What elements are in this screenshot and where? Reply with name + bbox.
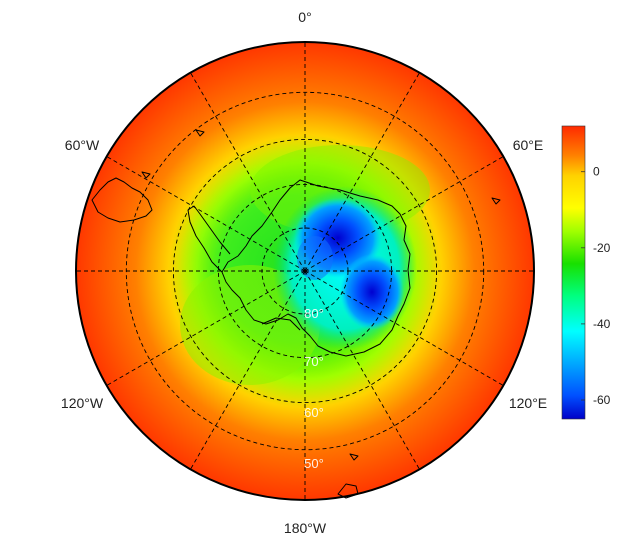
lon-label-180w: 180°W bbox=[284, 520, 327, 536]
antarctica-coastline bbox=[221, 179, 411, 357]
meridian-240 bbox=[106, 270, 306, 386]
colorbar-tick-label: -40 bbox=[593, 317, 611, 331]
island-coastline-1 bbox=[141, 171, 151, 179]
colorbar-gradient bbox=[561, 125, 586, 420]
lat-label-70: 70° bbox=[304, 354, 324, 369]
colorbar-ticks: 0 -20 -40 -60 bbox=[581, 165, 611, 407]
island-coastline-4 bbox=[349, 453, 359, 461]
lon-label-60e: 60°E bbox=[513, 137, 544, 153]
meridian-300 bbox=[106, 156, 306, 272]
coastlines bbox=[91, 129, 501, 499]
lat-label-80: 80° bbox=[304, 306, 324, 321]
meridian-120 bbox=[304, 270, 504, 386]
lon-label-120e: 120°E bbox=[509, 395, 547, 411]
island-coastline-2 bbox=[195, 129, 205, 137]
island-coastline-3 bbox=[491, 197, 501, 205]
colorbar-tick-label: -60 bbox=[593, 393, 611, 407]
ross-ice-shelf-coastline bbox=[261, 317, 301, 331]
antarctic-peninsula-coastline bbox=[187, 205, 231, 273]
temperature-field bbox=[76, 42, 534, 500]
meridian-150 bbox=[304, 270, 420, 470]
lon-label-60w: 60°W bbox=[65, 137, 100, 153]
meridian-210 bbox=[190, 270, 306, 470]
lat-label-60: 60° bbox=[304, 405, 324, 420]
colorbar: 0 -20 -40 -60 bbox=[561, 125, 611, 420]
meridian-330 bbox=[190, 72, 306, 272]
south-america-coastline bbox=[91, 177, 153, 223]
map-boundary bbox=[75, 41, 535, 501]
colorbar-tick-label: 0 bbox=[593, 165, 600, 179]
parallel-60s bbox=[172, 138, 438, 404]
lon-label-120w: 120°W bbox=[61, 395, 104, 411]
meridian-60 bbox=[304, 156, 504, 272]
lon-label-0: 0° bbox=[298, 9, 311, 25]
graticule bbox=[76, 42, 534, 500]
meridian-30 bbox=[304, 72, 420, 272]
lat-label-50: 50° bbox=[304, 456, 324, 471]
colorbar-tick-label: -20 bbox=[593, 241, 611, 255]
